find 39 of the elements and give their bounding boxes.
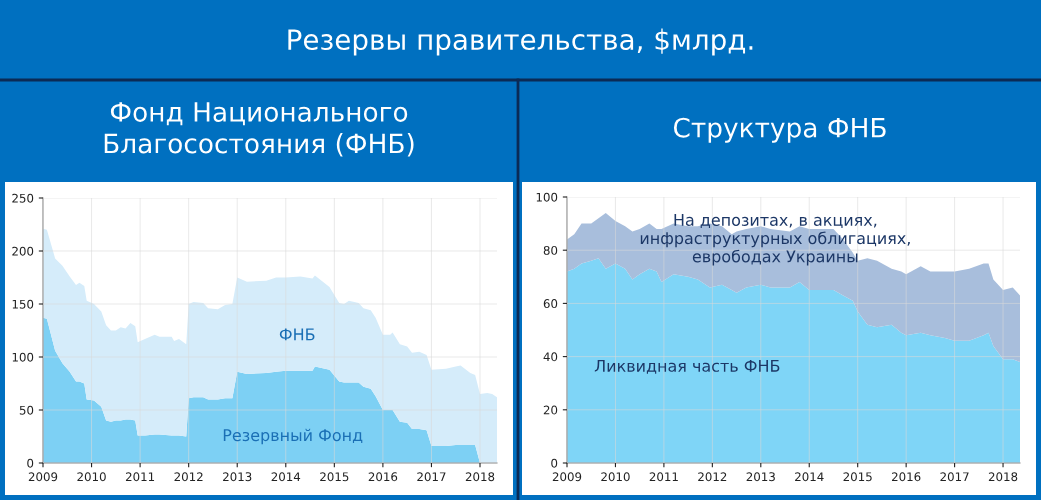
y-tick-label: 150 [12,299,34,309]
y-tick-label: 100 [536,192,558,202]
x-tick-label: 2010 [601,472,630,482]
y-tick-label: 0 [27,458,34,468]
x-tick-label: 2015 [320,472,349,482]
x-tick-label: 2018 [465,472,495,482]
x-tick-label: 2017 [417,472,446,482]
x-tick-label: 2012 [174,472,203,482]
x-tick-label: 2016 [368,472,398,482]
series-label: Резервный Фонд [223,428,363,445]
y-tick-label: 40 [543,352,558,362]
x-tick-label: 2017 [940,472,969,482]
y-tick-label: 50 [19,405,34,415]
y-tick-label: 100 [12,352,34,362]
y-tick-label: 20 [543,405,558,415]
chart-title: Структура ФНБ [673,117,886,143]
x-tick-label: 2009 [552,472,582,482]
y-tick-label: 60 [543,299,558,309]
series-label: Ликвидная часть ФНБ [594,360,780,374]
x-tick-label: 2013 [223,472,252,482]
y-tick-label: 80 [543,245,558,255]
chart-title: Резервы правительства, $млрд. [288,28,753,56]
x-tick-label: 2016 [891,472,921,482]
y-tick-label: 250 [12,193,34,203]
x-tick-label: 2015 [843,472,872,482]
x-tick-label: 2018 [988,472,1018,482]
series-label: На депозитах, в акциях, инфраструктурных облигациях, еврободах Украины [640,214,910,266]
y-tick-label: 200 [12,246,34,256]
x-tick-label: 2010 [77,472,106,482]
series-label: ФНБ [279,328,315,341]
x-tick-label: 2011 [649,472,678,482]
x-tick-label: 2009 [28,472,58,482]
y-tick-label: 0 [551,458,558,468]
x-tick-label: 2013 [746,472,775,482]
x-tick-label: 2014 [795,472,824,482]
x-tick-label: 2011 [125,472,155,482]
x-tick-label: 2014 [271,472,301,482]
x-tick-label: 2012 [698,472,727,482]
chart-subtitle: Фонд Национального Благосостояния (ФНБ) [104,102,414,157]
